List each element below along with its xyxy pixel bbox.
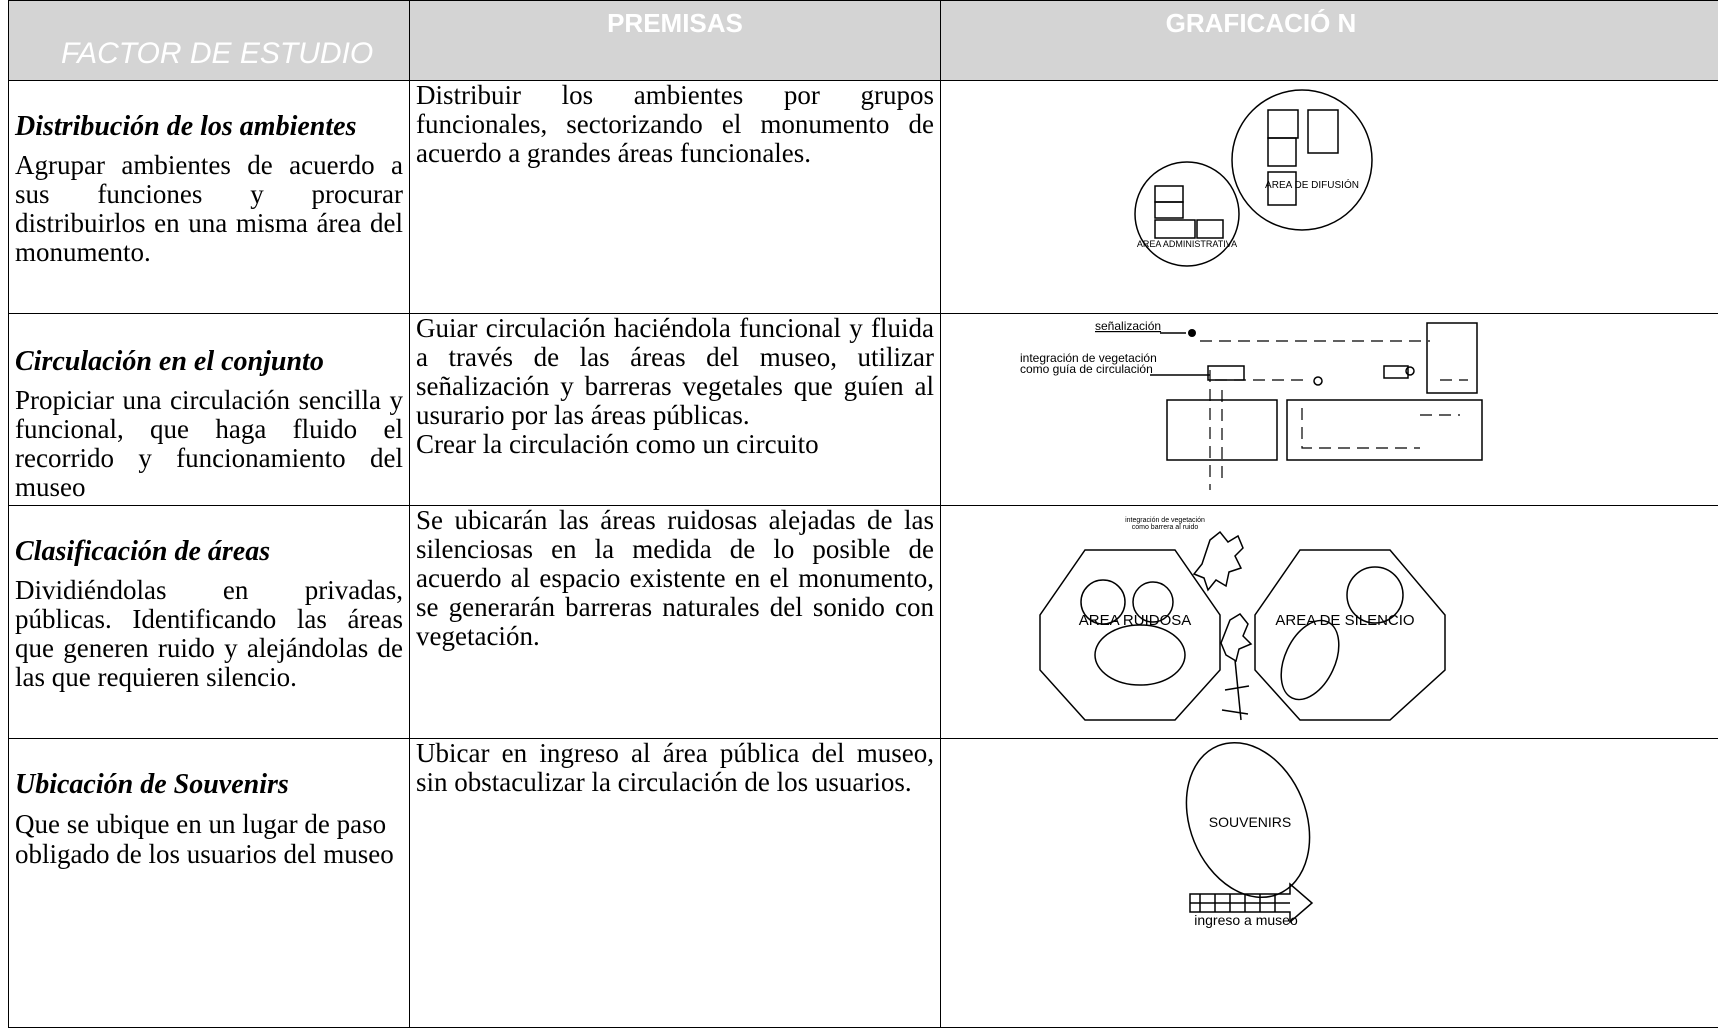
graphic-label: SOUVENIRS [1209, 814, 1291, 830]
premise-text: Se ubicarán las áreas ruidosas alejadas … [416, 505, 934, 651]
graphic-label: como guía de circulación [1020, 362, 1153, 376]
factor-cell: Distribución de los ambientes Agrupar amb… [8, 80, 410, 314]
graphic-label: señalización [1095, 319, 1161, 333]
factor-title: Distribución de los ambientes [15, 111, 357, 142]
header-premisas: PREMISAS [607, 8, 743, 38]
premise-cell: Guiar circulación haciéndola funcional y… [409, 313, 941, 506]
factor-cell: Ubicación de Souvenirs Que se ubique en u… [8, 738, 410, 1028]
header-graficacion: GRAFICACIÓ N [1165, 8, 1357, 38]
graphic-label: como barrera al ruido [1132, 524, 1199, 531]
graphic-label: integración de vegetación [1125, 517, 1205, 524]
graphic-label: AREA DE DIFUSIÓN [1265, 178, 1359, 191]
factor-title: Circulación en el conjunto [15, 346, 324, 377]
graphic-label: AREA DE SILENCIO [1275, 612, 1414, 629]
graphic-label: AREA RUIDOSA [1079, 612, 1192, 629]
header-cell: FACTOR DE ESTUDIO [8, 0, 410, 81]
premise-text: Crear la circulación como un circuito [416, 429, 819, 459]
graphic-label: integración de vegetación [1020, 351, 1157, 365]
factor-description: Dividiéndolas en privadas, públicas. Ide… [15, 575, 403, 692]
factor-description: Agrupar ambientes de acuerdo a sus funci… [15, 150, 403, 267]
graphic-label: ingreso a museo [1194, 912, 1298, 928]
graphic-label: AREA ADMINISTRATIVA [1137, 239, 1237, 249]
header-factor: FACTOR DE ESTUDIO [61, 37, 374, 70]
premise-text: Ubicar en ingreso al área pública del mu… [416, 738, 934, 797]
factor-description: Propiciar una circulación sencilla y fun… [15, 385, 403, 502]
premise-text: Distribuir los ambientes por grupos func… [416, 80, 934, 168]
factor-description: Que se ubique en un lugar de paso obliga… [15, 809, 394, 869]
premise-cell: Se ubicarán las áreas ruidosas alejadas … [409, 505, 941, 739]
factor-title: Ubicación de Souvenirs [15, 769, 289, 800]
factor-cell: Circulación en el conjunto Propiciar una … [8, 313, 410, 506]
premise-text: Guiar circulación haciéndola funcional y… [416, 313, 934, 430]
factor-title: Clasificación de áreas [15, 536, 271, 567]
premise-cell: Ubicar en ingreso al área pública del mu… [409, 738, 941, 1028]
